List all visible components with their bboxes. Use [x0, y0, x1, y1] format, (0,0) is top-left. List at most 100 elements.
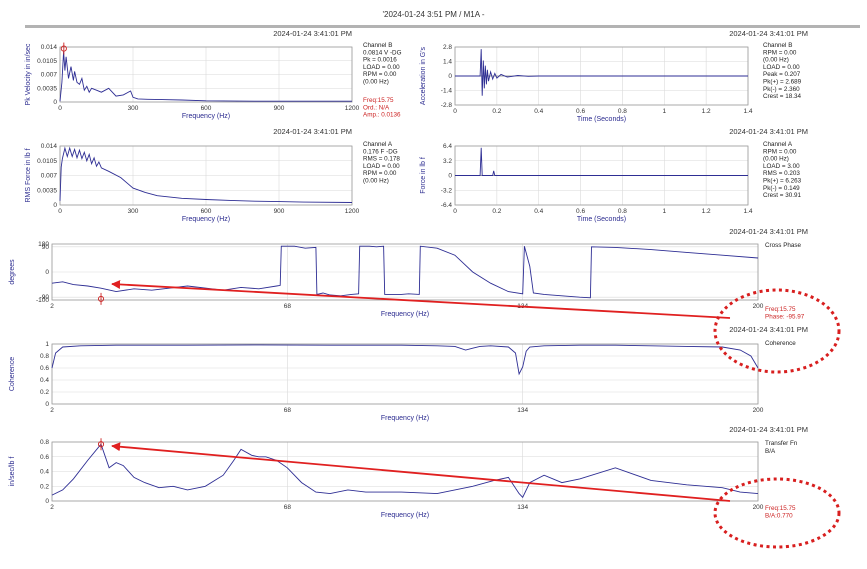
chart6-y-tick-label: 1: [45, 341, 49, 348]
chart2-y-axis-label: Acceleration in G's: [420, 46, 427, 105]
chart1-x-tick-label: 300: [128, 105, 139, 112]
chart7-x-tick-label: 200: [753, 504, 764, 511]
chart3-y-tick-label: 0.007: [41, 173, 58, 180]
chart4-info-line: Pk(-) = 0.149: [763, 185, 800, 192]
chart3-series-line: [59, 146, 353, 203]
annotation-circle-phase: [713, 288, 841, 374]
chart1-y-tick-label: 0.007: [41, 72, 58, 79]
chart2-x-tick-label: 0.2: [492, 108, 501, 115]
chart3-y-tick-label: 0: [53, 202, 57, 209]
chart1-cursor-marker: [60, 45, 67, 52]
chart6-y-tick-label: 0: [45, 401, 49, 408]
chart1-timestamp: 2024-01-24 3:41:01 PM: [273, 29, 352, 38]
chart2-info-line: Crest = 18.34: [763, 93, 801, 100]
chart3-x-axis-label: Frequency (Hz): [182, 216, 230, 223]
chart1-info-line: Channel B: [363, 42, 392, 49]
chart4-info-line: RPM = 0.00: [763, 148, 797, 155]
chart7-series-line: [51, 443, 759, 499]
chart6-series-line: [51, 344, 759, 376]
chart2-timestamp: 2024-01-24 3:41:01 PM: [729, 29, 808, 38]
chart5-y-tick-label: 0: [45, 269, 49, 276]
chart5-y-tick-label: -100: [36, 297, 49, 304]
chart3-x-tick-label: 900: [274, 208, 285, 215]
chart3-timestamp: 2024-01-24 3:41:01 PM: [273, 127, 352, 136]
chart4-x-tick-label: 1: [662, 208, 666, 215]
chart6-x-tick-label: 134: [517, 407, 528, 414]
chart6-x-tick-label: 200: [753, 407, 764, 414]
chart4-x-tick-label: 1.4: [743, 208, 752, 215]
chart6-y-tick-label: 0.2: [40, 389, 49, 396]
chart4-info-line: Pk(+) = 6.263: [763, 178, 802, 185]
chart7-y-tick-label: 0: [45, 498, 49, 505]
chart1-readout-line: Ord.: N/A: [363, 104, 390, 111]
chart6-y-axis-label: Coherence: [9, 357, 16, 391]
chart3-y-tick-label: 0.0035: [37, 187, 57, 194]
chart4-x-tick-label: 0.8: [618, 208, 627, 215]
chart4-info-line: (0.00 Hz): [763, 156, 789, 163]
chart1-readout-line: Amp.: 0.0136: [363, 112, 401, 119]
chart2-info-line: Peak = 0.207: [763, 71, 801, 78]
chart5-title: Cross Phase: [765, 242, 802, 249]
chart5-x-tick-label: 2: [50, 303, 54, 310]
chart2-y-tick-label: 0: [448, 73, 452, 80]
chart2-info-line: Pk(+) = 2.689: [763, 79, 802, 86]
chart3-info-line: (0.00 Hz): [363, 178, 389, 185]
chart3-y-axis-label: RMS Force in lb f: [25, 148, 32, 202]
chart3-x-tick-label: 1200: [345, 208, 360, 215]
chart2-x-tick-label: 1: [662, 108, 666, 115]
chart5-series-line: [51, 245, 759, 299]
chart6-x-axis-label: Frequency (Hz): [381, 415, 429, 422]
chart7-x-tick-label: 68: [284, 504, 292, 511]
chart6-frame: [51, 343, 759, 405]
chart2-x-tick-label: 0.8: [618, 108, 627, 115]
chart5-x-axis-label: Frequency (Hz): [381, 311, 429, 318]
chart2-y-tick-label: -1.4: [441, 88, 453, 95]
chart7-subtitle: B/A: [765, 448, 776, 455]
chart3-y-tick-label: 0.0105: [37, 158, 57, 165]
chart4-y-axis-label: Force in lb f: [420, 157, 427, 194]
title-separator: [25, 25, 860, 28]
chart3-info-line: 0.176 F -DG: [363, 148, 398, 155]
chart1-x-axis-label: Frequency (Hz): [182, 113, 230, 120]
chart5-readout-line: Phase: -95.97: [765, 313, 805, 320]
chart6-y-tick-label: 0.8: [40, 353, 49, 360]
chart3-x-tick-label: 300: [128, 208, 139, 215]
chart7-y-tick-label: 0.2: [40, 483, 49, 490]
chart4-x-tick-label: 0: [453, 208, 457, 215]
chart2-series-line: [455, 49, 748, 96]
chart1-info-line: LOAD = 0.00: [363, 64, 400, 71]
chart2-x-tick-label: 0.4: [534, 108, 543, 115]
chart3-x-tick-label: 600: [201, 208, 212, 215]
chart6-y-tick-label: 0.6: [40, 365, 49, 372]
chart2-y-tick-label: -2.8: [441, 102, 453, 109]
chart7-y-tick-label: 0.8: [40, 439, 49, 446]
chart7-readout-line: Freq:15.75: [765, 505, 796, 512]
chart7-cursor-marker: [97, 441, 105, 448]
chart1-y-tick-label: 0.0105: [37, 58, 57, 65]
chart4-series-line: [455, 147, 748, 176]
chart4-info-line: LOAD = 3.00: [763, 163, 800, 170]
chart7-x-tick-label: 2: [50, 504, 54, 511]
chart1-info-line: 0.0814 V -DG: [363, 49, 402, 56]
chart1-y-tick-label: 0.014: [41, 44, 58, 51]
chart4-x-tick-label: 1.2: [702, 208, 711, 215]
chart2-info-line: LOAD = 0.00: [763, 64, 800, 71]
chart1-info-line: RPM = 0.00: [363, 71, 397, 78]
chart7-title: Transfer Fn: [765, 440, 798, 447]
chart4-timestamp: 2024-01-24 3:41:01 PM: [729, 127, 808, 136]
chart3-info-line: RPM = 0.00: [363, 170, 397, 177]
chart4-y-tick-label: -6.4: [441, 202, 453, 209]
chart2-x-tick-label: 1.2: [702, 108, 711, 115]
chart2-x-tick-label: 0.6: [576, 108, 585, 115]
chart4-info-line: Channel A: [763, 141, 793, 148]
chart6-y-tick-label: 0.4: [40, 377, 49, 384]
chart7-frame: [51, 441, 759, 502]
chart4-y-tick-label: 0: [448, 173, 452, 180]
chart3-info-line: RMS = 0.178: [363, 156, 400, 163]
chart1-x-tick-label: 900: [274, 105, 285, 112]
chart4-info-line: Crest = 30.91: [763, 192, 801, 199]
chart7-y-axis-label: in/sec/lb f: [9, 457, 16, 487]
chart1-y-axis-label: Pk Velocity in in/sec: [25, 43, 32, 105]
chart7-y-tick-label: 0.4: [40, 469, 49, 476]
chart1-x-tick-label: 0: [58, 105, 62, 112]
